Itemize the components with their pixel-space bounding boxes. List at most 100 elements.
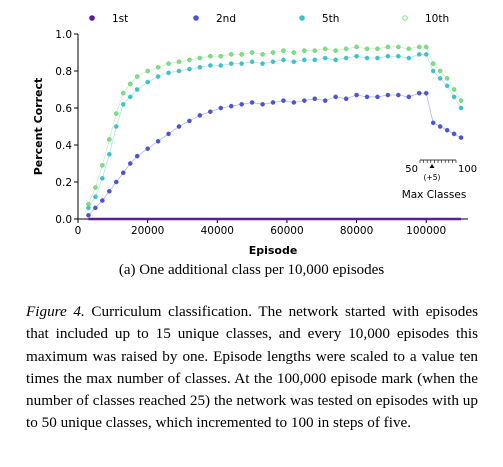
series-2nd-point (260, 102, 265, 107)
series-5th-point (343, 55, 349, 61)
series-5th-point (375, 55, 380, 61)
series-2nd-point (120, 170, 126, 176)
y-axis-title: Percent Correct (32, 78, 45, 176)
series-2nd-point (423, 90, 429, 96)
legend-label-10th: 10th (425, 13, 449, 25)
series-2nd-point (166, 131, 171, 137)
series-2nd-point (343, 96, 349, 102)
max-classes-inset: 50 100 (+5) Max Classes (402, 159, 477, 201)
series-5th-point (430, 68, 436, 74)
series-2nd-point (444, 127, 450, 133)
series-2nd-point (322, 98, 328, 103)
series-10th-point (430, 61, 436, 66)
series-10th-point (100, 163, 105, 168)
x-tick-label: 100000 (406, 225, 446, 237)
figure-caption-text: Curriculum classification. The network s… (26, 303, 478, 432)
series-5th-point (208, 63, 213, 68)
x-tick-label: 60000 (270, 225, 303, 237)
series-10th-point (249, 50, 255, 55)
series-10th-point (281, 48, 286, 53)
series-10th-point (416, 44, 422, 50)
figure-label: Figure 4. (26, 303, 85, 320)
series-5th-point (127, 94, 133, 100)
series-5th-point (270, 59, 276, 65)
series-10th-point (354, 44, 359, 50)
series-2nd-point (354, 92, 359, 98)
series-5th-point (197, 65, 203, 70)
series-5th-line (88, 53, 462, 209)
series-10th-point (406, 46, 412, 52)
series-10th-point (218, 53, 224, 59)
series-10th-point (375, 46, 380, 52)
legend: 1st 2nd 5th 10th (89, 13, 449, 25)
series-2nd-point (406, 94, 412, 100)
series-10th-point (176, 59, 182, 65)
series-2nd-point (416, 90, 422, 96)
series-2nd-point (176, 124, 182, 129)
series-10th-point (239, 52, 244, 57)
y-tick-label: 0.2 (55, 177, 72, 189)
legend-label-5th: 5th (322, 13, 339, 25)
series-10th-point (187, 57, 192, 63)
series-2nd-point (197, 113, 203, 118)
series-5th-point (107, 151, 112, 157)
series-5th-point (416, 52, 422, 57)
x-tick-label: 20000 (131, 225, 164, 237)
series-5th-point (451, 94, 457, 100)
series-2nd-point (458, 135, 464, 140)
legend-marker-10th (402, 15, 408, 21)
series-10th-point (145, 68, 150, 74)
series-10th-point (270, 50, 276, 55)
series-5th-point (385, 53, 391, 59)
series-10th-point (228, 52, 234, 57)
series-10th-point (322, 46, 328, 52)
x-tick-label: 40000 (201, 225, 234, 237)
series-2nd-point (312, 96, 318, 102)
series-5th-point (166, 70, 171, 76)
inset-left-label: 50 (405, 164, 418, 175)
series-5th-point (218, 63, 224, 68)
series-5th-point (458, 105, 464, 111)
series-5th-point (176, 68, 182, 74)
y-tick-label: 0.8 (55, 66, 72, 78)
series-10th-point (260, 52, 265, 57)
series-5th-point (239, 61, 244, 66)
series-2nd-point (385, 92, 391, 98)
series-2nd-point (218, 105, 224, 111)
series-2nd-point (281, 98, 286, 103)
legend-label-2nd: 2nd (216, 13, 236, 25)
series-2nd-point (375, 94, 380, 100)
y-tick-label: 1.0 (55, 29, 72, 41)
series-5th-point (260, 61, 265, 66)
series-10th-point (343, 46, 349, 52)
series-5th-point (312, 57, 318, 63)
series-5th-point (120, 102, 126, 107)
series-10th-point (134, 74, 140, 79)
y-tick-label: 0.6 (55, 103, 72, 115)
series-5th-point (302, 57, 307, 63)
series-2nd-point (107, 188, 112, 194)
series-2nd-point (228, 103, 234, 109)
series-10th-point (166, 61, 171, 66)
series-10th-point (364, 46, 370, 52)
series-2nd-point (291, 100, 297, 105)
series-2nd-point (430, 120, 436, 126)
figure-caption: Figure 4. Curriculum classification. The… (26, 301, 478, 435)
inset-arrow (429, 164, 435, 168)
series-5th-point (437, 76, 443, 81)
y-tick-label: 0.4 (55, 140, 72, 152)
series-2nd-point (333, 94, 338, 100)
series-5th-point (322, 55, 328, 61)
series-5th-point (228, 61, 234, 66)
chart: 1st 2nd 5th 10th 0 20000 40000 60000 80000 10000… (32, 13, 477, 257)
legend-label-1st: 1st (112, 13, 128, 25)
series-10th-point (423, 44, 429, 50)
series-5th-point (155, 74, 161, 79)
series-5th-point (114, 124, 119, 129)
series-5th-point (249, 59, 255, 65)
series-2nd-point (396, 92, 401, 98)
series-10th-point (127, 81, 133, 87)
series-2nd-point (437, 124, 443, 129)
series-10th-point (396, 44, 401, 50)
series-2nd-point (270, 100, 276, 105)
